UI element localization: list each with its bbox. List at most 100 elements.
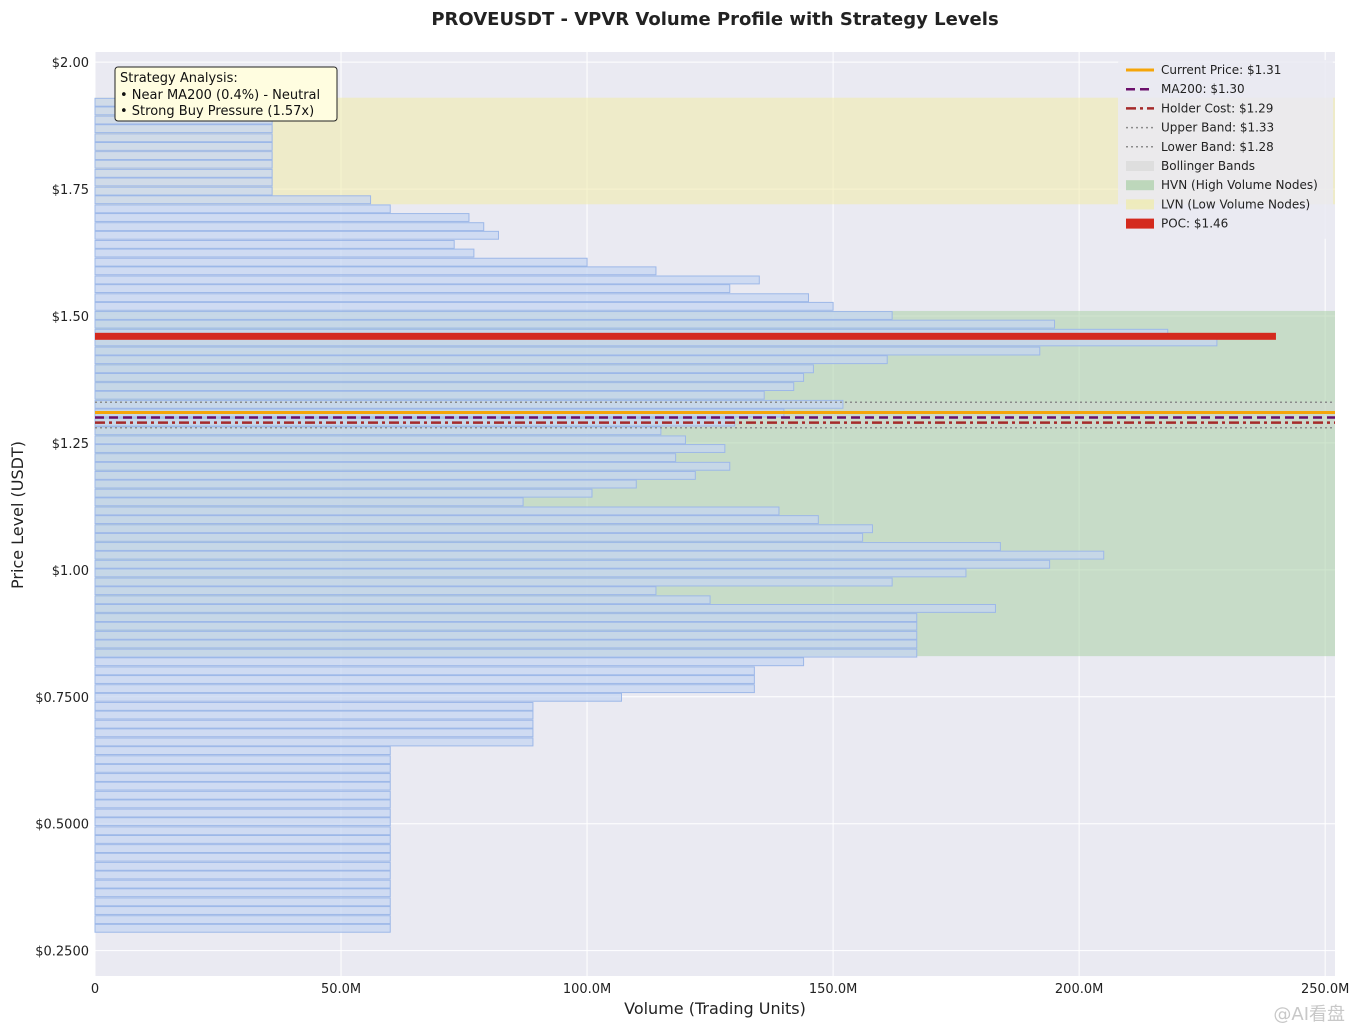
y-tick-labels: $2.00 $1.75 $1.50 $1.25 $1.00 $0.7500 $0.5000 $… [35,56,89,959]
volume-bar-23 [94,719,534,729]
volume-bar-33 [94,630,918,640]
legend-label-2: Holder Cost: $1.29 [1161,101,1273,115]
volume-bar-26 [94,692,623,702]
volume-bar-20 [94,746,391,756]
volume-bar-14 [94,799,391,809]
volume-bar-16 [94,781,391,791]
volume-bar-90 [94,124,273,134]
annotation-line-1: Strategy Analysis: [120,71,238,86]
volume-bar-39 [94,577,893,587]
volume-bar-81 [94,204,391,214]
volume-bar-1 [94,915,391,925]
volume-bar-6 [94,870,391,880]
volume-bar-12 [94,817,391,827]
volume-bar-76 [94,248,475,258]
volume-bar-54 [94,444,726,453]
volume-bar-47 [94,506,780,516]
volume-bar-82 [94,195,372,205]
volume-bar-61 [94,382,795,392]
x-tick-4: 200.0M [1055,982,1103,997]
volume-bar-36 [94,603,996,613]
volume-bar-0 [94,923,391,933]
volume-bar-22 [94,728,534,738]
x-tick-2: 100.0M [563,982,611,997]
legend-swatch-6 [1126,180,1154,191]
volume-bar-71 [94,293,809,303]
volume-bar-74 [94,266,657,276]
volume-bar-11 [94,826,391,836]
volume-bar-89 [94,133,273,143]
volume-bar-45 [94,524,873,534]
volume-bar-86 [94,159,273,169]
y-axis-title: Price Level (USDT) [8,441,27,589]
x-axis-title: Volume (Trading Units) [624,999,806,1018]
volume-bar-25 [94,701,534,711]
volume-bar-7 [94,861,391,871]
legend-label-4: Lower Band: $1.28 [1161,140,1274,154]
y-tick-4: $1.00 [52,564,89,579]
legend-label-8: POC: $1.46 [1161,217,1228,231]
watermark: @AI看盘 [1273,1004,1345,1025]
volume-bar-5 [94,879,391,889]
volume-bar-19 [94,755,391,765]
y-tick-7: $0.2500 [35,945,89,960]
volume-bar-34 [94,621,918,631]
legend-label-0: Current Price: $1.31 [1161,63,1281,77]
volume-bar-15 [94,790,391,800]
volume-bar-48 [94,497,524,507]
y-tick-1: $1.75 [52,183,89,198]
volume-bar-78 [94,230,499,240]
volume-bar-35 [94,613,918,623]
legend-box [1118,60,1333,239]
volume-bar-13 [94,808,391,818]
volume-bar-62 [94,372,805,382]
volume-bar-31 [94,648,918,658]
annotation-box [114,66,338,122]
legend-label-3: Upper Band: $1.33 [1161,121,1274,135]
volume-bar-46 [94,515,819,525]
volume-bar-87 [94,151,273,161]
volume-bar-17 [94,773,391,782]
annotation-line-3: • Strong Buy Pressure (1.57x) [120,104,314,119]
volume-bar-30 [94,657,805,667]
x-tick-5: 250.0M [1301,982,1349,997]
volume-bar-77 [94,239,455,249]
volume-bar-42 [94,550,1105,560]
legend-label-6: HVN (High Volume Nodes) [1161,178,1318,192]
chart-title: PROVEUSDT - VPVR Volume Profile with Str… [431,9,998,30]
volume-bar-32 [94,639,918,649]
volume-bar-85 [94,168,273,178]
volume-bar-68 [94,319,1056,329]
volume-bar-27 [94,684,755,694]
volume-bar-38 [94,586,657,596]
legend-label-5: Bollinger Bands [1161,159,1255,173]
y-tick-2: $1.50 [52,310,89,325]
strategy-annotation: Strategy Analysis: • Near MA200 (0.4%) -… [114,66,338,122]
volume-bar-49 [94,488,593,498]
volume-bar-70 [94,301,834,311]
volume-bar-37 [94,595,711,605]
legend-label-7: LVN (Low Volume Nodes) [1161,197,1310,211]
volume-bar-2 [94,906,391,915]
volume-bar-75 [94,257,588,267]
volume-bar-84 [94,177,273,187]
legend: Current Price: $1.31 MA200: $1.30 Holder C… [1118,60,1333,239]
y-tick-0: $2.00 [52,56,89,71]
volume-bar-24 [94,710,534,720]
volume-bar-79 [94,222,485,232]
volume-bar-72 [94,284,731,294]
volume-bar-52 [94,461,731,471]
volume-bar-80 [94,213,470,222]
volume-bar-64 [94,355,888,365]
volume-bar-51 [94,470,696,480]
volume-bar-60 [94,390,765,400]
volume-bar-73 [94,275,760,285]
x-tick-1: 50.0M [321,982,361,997]
volume-bar-28 [94,675,755,684]
volume-bar-55 [94,435,686,445]
legend-swatch-7 [1126,199,1154,210]
poc-bar [95,332,1276,340]
legend-swatch-5 [1126,161,1154,171]
y-tick-6: $0.5000 [35,818,89,833]
